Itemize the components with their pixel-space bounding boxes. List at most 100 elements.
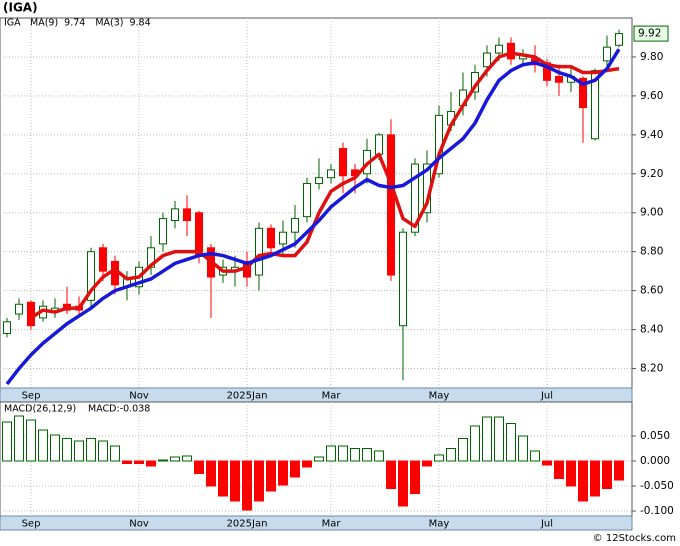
candle-body <box>315 177 323 185</box>
y-tick-label: 0.000 <box>640 455 670 467</box>
macd-bar <box>566 460 576 487</box>
x-tick-label: Mar <box>322 391 342 402</box>
legend-value: 9.74 <box>64 18 85 29</box>
legend-label: MA(9) <box>30 18 58 29</box>
candle-body <box>15 303 23 315</box>
macd-bar <box>146 460 156 467</box>
plot-area <box>0 17 633 389</box>
candle-body <box>375 134 383 155</box>
macd-bar <box>398 460 408 507</box>
x-tick-label: Nov <box>129 391 149 402</box>
candle-body <box>303 183 311 218</box>
x-tick-label: Sep <box>22 519 41 530</box>
candle-body <box>195 212 203 257</box>
candle-body <box>27 301 35 327</box>
y-tick-label: 8.40 <box>640 324 663 336</box>
macd-bar <box>386 460 396 489</box>
last-price-box <box>633 25 669 42</box>
y-tick-label: 8.20 <box>640 363 663 375</box>
macd-bar <box>302 460 312 468</box>
candle-body <box>507 42 515 60</box>
candle-body <box>411 163 419 233</box>
macd-bar <box>530 450 540 462</box>
candle-body <box>579 77 587 109</box>
chart-title: (IGA) <box>3 1 38 15</box>
macd-bar <box>542 460 552 466</box>
macd-bar <box>614 460 624 481</box>
macd-bar <box>506 423 516 462</box>
x-tick-label: May <box>429 519 450 530</box>
candle-body <box>603 46 611 62</box>
macd-bar <box>458 438 468 462</box>
candle-body <box>615 33 623 46</box>
y-tick-label: 8.60 <box>640 285 663 297</box>
x-tick-label: Nov <box>129 519 149 530</box>
macd-bar <box>182 455 192 462</box>
x-tick-label: Jul <box>540 391 553 402</box>
legend-title: MACD(26,12,9) <box>4 404 76 415</box>
y-tick-label: -0.050 <box>640 480 674 492</box>
y-tick-label: 0.050 <box>640 430 670 442</box>
macd-bar <box>290 460 300 478</box>
macd-bar <box>482 416 492 462</box>
macd-bar <box>158 459 168 462</box>
legend-value: 9.84 <box>129 18 150 29</box>
candle-body <box>327 169 335 179</box>
macd-bar <box>590 460 600 497</box>
candle-body <box>99 247 107 272</box>
macd-bar <box>98 440 108 462</box>
candle-body <box>3 321 11 334</box>
macd-bar <box>110 445 120 462</box>
candle-body <box>255 227 263 276</box>
candle-body <box>591 70 599 140</box>
y-tick-label: 8.80 <box>640 246 663 258</box>
candle-body <box>555 75 563 83</box>
x-axis-band <box>0 387 633 403</box>
x-tick-label: 2025Jan <box>227 519 268 530</box>
candle-body <box>399 231 407 327</box>
y-tick-label: 9.00 <box>640 207 663 219</box>
candle-body <box>495 44 503 54</box>
macd-bar <box>338 445 348 462</box>
footer: © 12Stocks.com <box>593 533 676 544</box>
macd-bar <box>122 460 132 464</box>
x-tick-label: 2025Jan <box>227 391 268 402</box>
macd-bar <box>242 460 252 511</box>
y-tick-label: -0.100 <box>640 505 674 517</box>
macd-bar <box>86 438 96 462</box>
macd-bar <box>314 456 324 462</box>
macd-bar <box>578 460 588 502</box>
macd-bar <box>170 456 180 462</box>
macd-bar <box>194 460 204 474</box>
candle-body <box>183 208 191 222</box>
macd-bar <box>74 440 84 462</box>
legend-value: -0.038 <box>120 404 151 415</box>
candle-body <box>159 218 167 245</box>
x-axis-band <box>0 515 633 531</box>
macd-bar <box>38 429 48 462</box>
macd-bar <box>278 460 288 486</box>
macd-bar <box>494 416 504 462</box>
macd-bar <box>446 448 456 462</box>
candle-body <box>387 134 395 276</box>
candle-body <box>339 147 347 177</box>
macd-bar <box>554 460 564 479</box>
y-tick-label: 9.20 <box>640 168 663 180</box>
macd-bar <box>14 415 24 462</box>
x-tick-label: Mar <box>322 519 342 530</box>
macd-bar <box>362 448 372 462</box>
legend-symbol: IGA <box>4 18 21 29</box>
macd-bar <box>218 460 228 497</box>
x-tick-label: May <box>429 391 450 402</box>
macd-bar <box>326 445 336 462</box>
legend-label: MACD: <box>88 404 120 415</box>
macd-bar <box>422 460 432 467</box>
macd-bar <box>254 460 264 502</box>
x-tick-label: Sep <box>22 391 41 402</box>
macd-bar <box>410 460 420 494</box>
macd-bar <box>206 460 216 487</box>
last-price-label: 9.92 <box>638 28 661 40</box>
macd-bar <box>2 421 12 462</box>
legend-label: MA(3) <box>95 18 123 29</box>
macd-bar <box>518 435 528 462</box>
